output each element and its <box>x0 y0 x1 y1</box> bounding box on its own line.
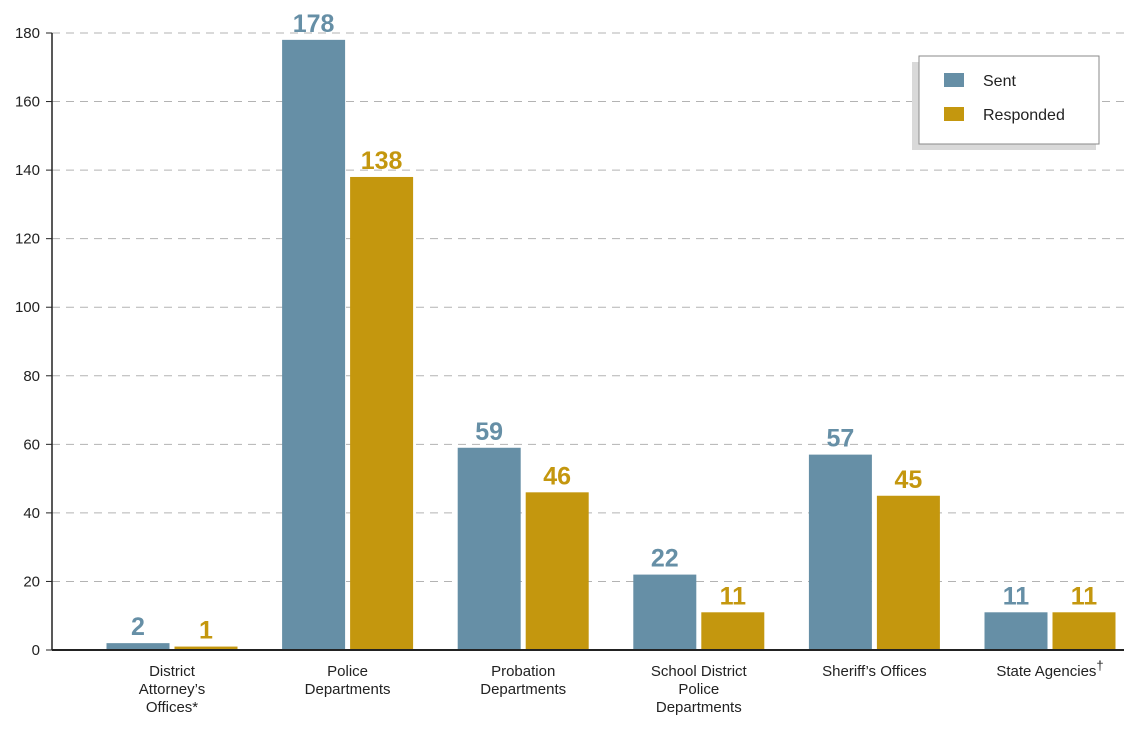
bar-sent <box>106 643 170 650</box>
bar-value-label: 11 <box>720 582 747 610</box>
y-tick-label: 160 <box>15 94 40 111</box>
bar-responded <box>701 612 765 650</box>
bar-responded <box>350 176 414 650</box>
bar-responded <box>525 492 589 650</box>
bar-value-label: 11 <box>1071 582 1098 610</box>
x-tick-label: District Attorney’s Offices* <box>139 663 205 716</box>
y-tick-label: 100 <box>15 299 40 316</box>
y-tick-label: 120 <box>15 231 40 248</box>
x-tick-label: Probation Departments <box>480 663 566 698</box>
bar-value-label: 11 <box>1003 582 1030 610</box>
legend-label-responded: Responded <box>983 107 1065 124</box>
y-tick-label: 60 <box>23 436 40 453</box>
bar-sent <box>984 612 1048 650</box>
x-tick-label: State Agencies† <box>996 658 1103 680</box>
y-tick-label: 80 <box>23 368 40 385</box>
bar-sent <box>457 447 521 650</box>
x-tick-label: Police Departments <box>305 663 391 698</box>
x-tick-label: School District Police Departments <box>651 663 748 716</box>
bars: 2 1 178 138 59 46 22 11 57 45 11 11 <box>106 10 1116 651</box>
x-axis: District Attorney’s Offices* Police Departme… <box>52 649 1124 716</box>
y-tick-label: 20 <box>23 573 40 590</box>
bar-responded <box>1052 612 1116 650</box>
legend-swatch-responded <box>944 107 964 121</box>
y-tick-label: 140 <box>15 162 40 179</box>
bar-responded <box>876 495 940 650</box>
bar-value-label: 59 <box>475 418 503 446</box>
legend-swatch-sent <box>944 73 964 87</box>
legend-box <box>918 55 1100 145</box>
y-tick-label: 40 <box>23 505 40 522</box>
y-tick-label: 0 <box>32 642 40 659</box>
bar-value-label: 138 <box>361 147 403 175</box>
bar-responded <box>174 646 238 650</box>
bar-sent <box>808 454 872 650</box>
legend-label-sent: Sent <box>983 73 1016 90</box>
legend: Sent Responded <box>912 55 1100 150</box>
bar-sent <box>633 574 697 650</box>
bar-sent <box>282 39 346 651</box>
x-tick-label: Sheriff’s Offices <box>822 663 927 680</box>
bar-value-label: 1 <box>199 617 213 645</box>
bar-value-label: 22 <box>651 545 679 573</box>
bar-value-label: 178 <box>293 10 335 38</box>
bar-value-label: 45 <box>894 466 922 494</box>
y-tick-label: 180 <box>15 25 40 42</box>
y-axis: 0 20 40 60 80 100 120 140 160 180 <box>15 25 53 659</box>
bar-value-label: 2 <box>131 613 145 641</box>
bar-value-label: 46 <box>543 462 571 490</box>
bar-value-label: 57 <box>826 425 854 453</box>
